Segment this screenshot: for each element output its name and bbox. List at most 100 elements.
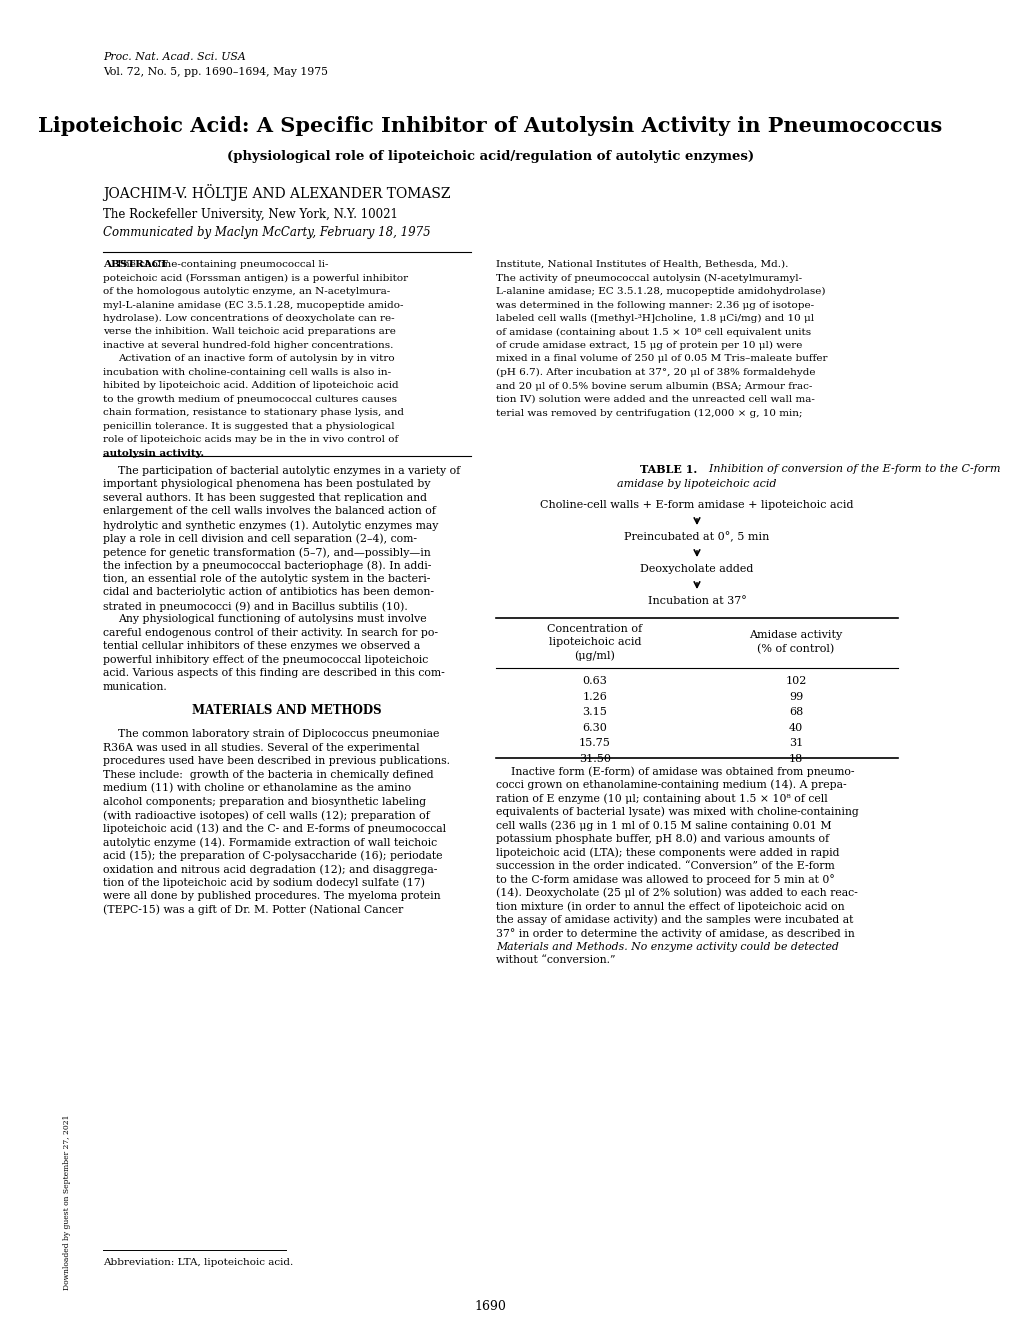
Text: Inactive form (E-form) of amidase was obtained from pneumo-: Inactive form (E-form) of amidase was ob… (511, 766, 854, 777)
Text: Abbreviation: LTA, lipoteichoic acid.: Abbreviation: LTA, lipoteichoic acid. (103, 1258, 292, 1267)
Text: play a role in cell division and cell separation (2–4), com-: play a role in cell division and cell se… (103, 533, 417, 544)
Text: These include:  growth of the bacteria in chemically defined: These include: growth of the bacteria in… (103, 770, 433, 779)
Text: (pH 6.7). After incubation at 37°, 20 μl of 38% formaldehyde: (pH 6.7). After incubation at 37°, 20 μl… (495, 368, 815, 377)
Text: petence for genetic transformation (5–7), and—possibly—in: petence for genetic transformation (5–7)… (103, 547, 430, 558)
Text: without “conversion.”: without “conversion.” (495, 955, 615, 965)
Text: tion of the lipoteichoic acid by sodium dodecyl sulfate (17): tion of the lipoteichoic acid by sodium … (103, 878, 424, 888)
Text: R36A was used in all studies. Several of the experimental: R36A was used in all studies. Several of… (103, 743, 419, 753)
Text: mixed in a final volume of 250 μl of 0.05 M Tris–maleate buffer: mixed in a final volume of 250 μl of 0.0… (495, 354, 826, 364)
Text: cidal and bacteriolytic action of antibiotics has been demon-: cidal and bacteriolytic action of antibi… (103, 587, 433, 598)
Text: penicillin tolerance. It is suggested that a physiological: penicillin tolerance. It is suggested th… (103, 422, 394, 431)
Text: autolytic enzyme (14). Formamide extraction of wall teichoic: autolytic enzyme (14). Formamide extract… (103, 837, 436, 848)
Text: tential cellular inhibitors of these enzymes we observed a: tential cellular inhibitors of these enz… (103, 642, 420, 651)
Text: (μg/ml): (μg/ml) (574, 650, 614, 660)
Text: (TEPC-15) was a gift of Dr. M. Potter (National Cancer: (TEPC-15) was a gift of Dr. M. Potter (N… (103, 905, 403, 916)
Text: lipoteichoic acid (13) and the C- and E-forms of pneumococcal: lipoteichoic acid (13) and the C- and E-… (103, 824, 445, 834)
Text: enlargement of the cell walls involves the balanced action of: enlargement of the cell walls involves t… (103, 507, 435, 516)
Text: lipoteichoic acid (LTA); these components were added in rapid: lipoteichoic acid (LTA); these component… (495, 848, 839, 857)
Text: hibited by lipoteichoic acid. Addition of lipoteichoic acid: hibited by lipoteichoic acid. Addition o… (103, 381, 398, 390)
Text: was determined in the following manner: 2.36 μg of isotope-: was determined in the following manner: … (495, 301, 813, 309)
Text: The activity of pneumococcal autolysin (N-acetylmuramyl-: The activity of pneumococcal autolysin (… (495, 274, 801, 282)
Text: Proc. Nat. Acad. Sci. USA: Proc. Nat. Acad. Sci. USA (103, 52, 246, 62)
Text: equivalents of bacterial lysate) was mixed with choline-containing: equivalents of bacterial lysate) was mix… (495, 806, 858, 817)
Text: procedures used have been described in previous publications.: procedures used have been described in p… (103, 757, 449, 766)
Text: (physiological role of lipoteichoic acid/regulation of autolytic enzymes): (physiological role of lipoteichoic acid… (226, 150, 753, 163)
Text: cell walls (236 μg in 1 ml of 0.15 M saline containing 0.01 M: cell walls (236 μg in 1 ml of 0.15 M sal… (495, 820, 830, 830)
Text: to the growth medium of pneumococcal cultures causes: to the growth medium of pneumococcal cul… (103, 394, 396, 404)
Text: acid. Various aspects of this finding are described in this com-: acid. Various aspects of this finding ar… (103, 668, 444, 678)
Text: medium (11) with choline or ethanolamine as the amino: medium (11) with choline or ethanolamine… (103, 783, 411, 794)
Text: important physiological phenomena has been postulated by: important physiological phenomena has be… (103, 480, 430, 489)
Text: alcohol components; preparation and biosynthetic labeling: alcohol components; preparation and bios… (103, 797, 426, 806)
Text: Activation of an inactive form of autolysin by in vitro: Activation of an inactive form of autoly… (118, 354, 394, 364)
Text: chain formation, resistance to stationary phase lysis, and: chain formation, resistance to stationar… (103, 409, 404, 417)
Text: strated in pneumococci (9) and in Bacillus subtilis (10).: strated in pneumococci (9) and in Bacill… (103, 602, 408, 611)
Text: verse the inhibition. Wall teichoic acid preparations are: verse the inhibition. Wall teichoic acid… (103, 328, 395, 337)
Text: 68: 68 (788, 707, 802, 717)
Text: several authors. It has been suggested that replication and: several authors. It has been suggested t… (103, 493, 426, 503)
Text: 15.75: 15.75 (579, 738, 610, 749)
Text: ration of E enzyme (10 μl; containing about 1.5 × 10⁸ of cell: ration of E enzyme (10 μl; containing ab… (495, 793, 827, 804)
Text: The participation of bacterial autolytic enzymes in a variety of: The participation of bacterial autolytic… (118, 467, 460, 476)
Text: JOACHIM-V. HÖLTJE AND ALEXANDER TOMASZ: JOACHIM-V. HÖLTJE AND ALEXANDER TOMASZ (103, 185, 449, 201)
Text: role of lipoteichoic acids may be in the in vivo control of: role of lipoteichoic acids may be in the… (103, 436, 397, 444)
Text: and 20 μl of 0.5% bovine serum albumin (BSA; Armour frac-: and 20 μl of 0.5% bovine serum albumin (… (495, 381, 812, 390)
Text: (with radioactive isotopes) of cell walls (12); preparation of: (with radioactive isotopes) of cell wall… (103, 810, 429, 821)
Text: L-alanine amidase; EC 3.5.1.28, mucopeptide amidohydrolase): L-alanine amidase; EC 3.5.1.28, mucopept… (495, 287, 824, 295)
Text: The choline-containing pneumococcal li-: The choline-containing pneumococcal li- (103, 259, 328, 269)
Text: (% of control): (% of control) (756, 644, 834, 654)
Text: poteichoic acid (Forssman antigen) is a powerful inhibitor: poteichoic acid (Forssman antigen) is a … (103, 274, 408, 282)
Text: Vol. 72, No. 5, pp. 1690–1694, May 1975: Vol. 72, No. 5, pp. 1690–1694, May 1975 (103, 67, 327, 78)
Text: cocci grown on ethanolamine-containing medium (14). A prepa-: cocci grown on ethanolamine-containing m… (495, 779, 846, 790)
Text: labeled cell walls ([methyl-³H]choline, 1.8 μCi/mg) and 10 μl: labeled cell walls ([methyl-³H]choline, … (495, 314, 813, 324)
Text: Institute, National Institutes of Health, Bethesda, Md.).: Institute, National Institutes of Health… (495, 259, 788, 269)
Text: amidase by lipoteichoic acid: amidase by lipoteichoic acid (616, 479, 776, 489)
Text: Amidase activity: Amidase activity (749, 630, 842, 640)
Text: tion, an essential role of the autolytic system in the bacteri-: tion, an essential role of the autolytic… (103, 574, 430, 584)
Text: Choline-cell walls + E-form amidase + lipoteichoic acid: Choline-cell walls + E-form amidase + li… (540, 500, 853, 509)
Text: succession in the order indicated. “Conversion” of the E-form: succession in the order indicated. “Conv… (495, 861, 834, 870)
Text: Downloaded by guest on September 27, 2021: Downloaded by guest on September 27, 202… (63, 1115, 71, 1290)
Text: the infection by a pneumococcal bacteriophage (8). In addi-: the infection by a pneumococcal bacterio… (103, 560, 431, 571)
Text: 31: 31 (788, 738, 802, 749)
Text: of crude amidase extract, 15 μg of protein per 10 μl) were: of crude amidase extract, 15 μg of prote… (495, 341, 802, 350)
Text: tion mixture (in order to annul the effect of lipoteichoic acid on: tion mixture (in order to annul the effe… (495, 901, 844, 912)
Text: terial was removed by centrifugation (12,000 × g, 10 min;: terial was removed by centrifugation (12… (495, 409, 802, 417)
Text: oxidation and nitrous acid degradation (12); and disaggrega-: oxidation and nitrous acid degradation (… (103, 864, 437, 874)
Text: MATERIALS AND METHODS: MATERIALS AND METHODS (192, 703, 381, 717)
Text: Incubation at 37°: Incubation at 37° (647, 596, 746, 606)
Text: hydrolytic and synthetic enzymes (1). Autolytic enzymes may: hydrolytic and synthetic enzymes (1). Au… (103, 520, 438, 531)
Text: autolysin activity.: autolysin activity. (103, 449, 204, 459)
Text: 3.15: 3.15 (582, 707, 607, 717)
Text: TABLE 1.: TABLE 1. (639, 464, 696, 475)
Text: hydrolase). Low concentrations of deoxycholate can re-: hydrolase). Low concentrations of deoxyc… (103, 314, 394, 324)
Text: 18: 18 (788, 754, 802, 763)
Text: 1690: 1690 (474, 1300, 505, 1313)
Text: of amidase (containing about 1.5 × 10⁸ cell equivalent units: of amidase (containing about 1.5 × 10⁸ c… (495, 328, 810, 337)
Text: potassium phosphate buffer, pH 8.0) and various amounts of: potassium phosphate buffer, pH 8.0) and … (495, 833, 828, 844)
Text: Preincubated at 0°, 5 min: Preincubated at 0°, 5 min (624, 532, 769, 543)
Text: 102: 102 (785, 677, 806, 686)
Text: myl-L-alanine amidase (EC 3.5.1.28, mucopeptide amido-: myl-L-alanine amidase (EC 3.5.1.28, muco… (103, 301, 403, 310)
Text: munication.: munication. (103, 682, 167, 693)
Text: 1.26: 1.26 (582, 691, 607, 702)
Text: 99: 99 (788, 691, 802, 702)
Text: Communicated by Maclyn McCarty, February 18, 1975: Communicated by Maclyn McCarty, February… (103, 226, 430, 239)
Text: tion IV) solution were added and the unreacted cell wall ma-: tion IV) solution were added and the unr… (495, 394, 814, 404)
Text: The common laboratory strain of Diplococcus pneumoniae: The common laboratory strain of Diplococ… (118, 729, 439, 739)
Text: inactive at several hundred-fold higher concentrations.: inactive at several hundred-fold higher … (103, 341, 392, 350)
Text: careful endogenous control of their activity. In search for po-: careful endogenous control of their acti… (103, 628, 437, 638)
Text: ABSTRACT: ABSTRACT (103, 259, 167, 269)
Text: 37° in order to determine the activity of amidase, as described in: 37° in order to determine the activity o… (495, 928, 854, 939)
Text: the assay of amidase activity) and the samples were incubated at: the assay of amidase activity) and the s… (495, 915, 853, 925)
Text: of the homologous autolytic enzyme, an N-acetylmura-: of the homologous autolytic enzyme, an N… (103, 287, 389, 295)
Text: (14). Deoxycholate (25 μl of 2% solution) was added to each reac-: (14). Deoxycholate (25 μl of 2% solution… (495, 888, 857, 898)
Text: Lipoteichoic Acid: A Specific Inhibitor of Autolysin Activity in Pneumococcus: Lipoteichoic Acid: A Specific Inhibitor … (38, 116, 942, 136)
Text: 31.50: 31.50 (579, 754, 610, 763)
Text: The Rockefeller University, New York, N.Y. 10021: The Rockefeller University, New York, N.… (103, 209, 397, 221)
Text: Concentration of: Concentration of (547, 624, 642, 634)
Text: to the C-form amidase was allowed to proceed for 5 min at 0°: to the C-form amidase was allowed to pro… (495, 874, 834, 885)
Text: powerful inhibitory effect of the pneumococcal lipoteichoic: powerful inhibitory effect of the pneumo… (103, 655, 428, 664)
Text: 0.63: 0.63 (582, 677, 607, 686)
Text: Materials and Methods. No enzyme activity could be detected: Materials and Methods. No enzyme activit… (495, 941, 839, 952)
